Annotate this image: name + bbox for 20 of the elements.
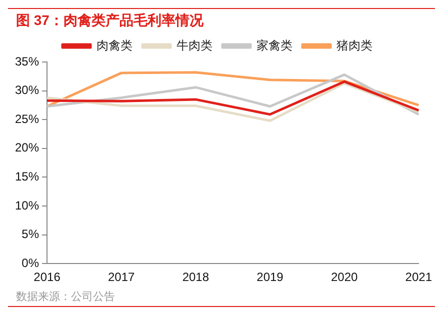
x-tick-label: 2017 [108, 270, 136, 284]
y-tick-label: 5% [22, 227, 40, 242]
legend-label: 肉禽类 [96, 38, 132, 52]
y-tick-label: 10% [14, 198, 40, 212]
x-tick-label: 2016 [34, 270, 61, 284]
y-tick-label: 20% [14, 140, 40, 155]
x-tick-label: 2018 [182, 270, 210, 284]
legend-label: 家禽类 [256, 38, 292, 52]
y-tick-label: 0% [22, 256, 40, 270]
y-tick-label: 35% [14, 54, 40, 68]
x-tick-label: 2019 [256, 270, 284, 284]
y-tick-label: 15% [14, 170, 40, 184]
chart-title: 图 37：肉禽类产品毛利率情况 [15, 11, 204, 30]
x-tick-label: 2020 [330, 270, 358, 284]
legend-label: 猪肉类 [336, 38, 372, 52]
y-tick-label: 25% [14, 112, 40, 126]
source-note: 数据来源：公司公告 [15, 290, 116, 305]
x-tick-label: 2021 [405, 270, 432, 284]
legend-label: 牛肉类 [176, 38, 212, 52]
y-tick-label: 30% [14, 83, 40, 98]
